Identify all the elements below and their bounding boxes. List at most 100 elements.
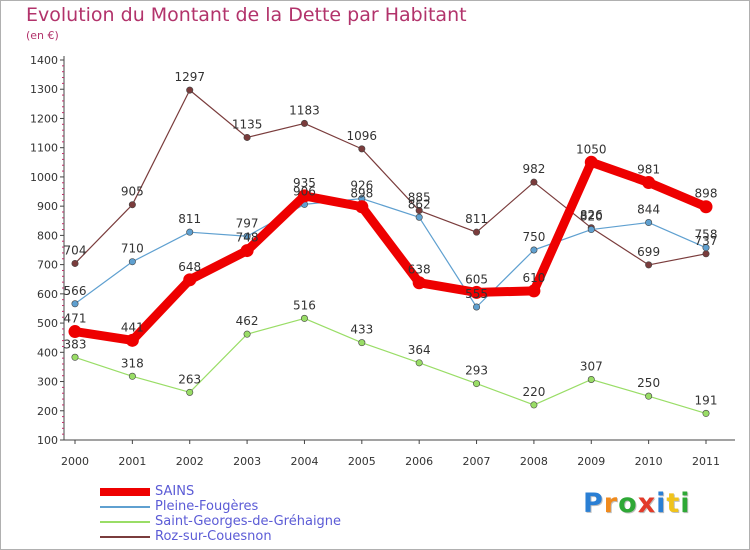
data-label-0: 605 (465, 272, 488, 286)
data-label-1: 555 (465, 287, 488, 301)
series-point-2 (587, 375, 595, 383)
chart-axes (63, 56, 735, 441)
series-point-3 (415, 207, 423, 215)
data-label-3: 811 (465, 212, 488, 226)
data-label-0: 748 (236, 231, 259, 245)
series-point-0 (297, 189, 311, 203)
data-label-0: 981 (637, 162, 660, 176)
data-label-2: 293 (465, 364, 488, 378)
y-tick-label: 200 (37, 405, 58, 418)
data-label-2: 433 (350, 323, 373, 337)
data-label-1: 710 (121, 242, 144, 256)
y-tick-label: 100 (37, 434, 58, 447)
x-tick-label: 2006 (405, 455, 433, 468)
series-point-3 (702, 250, 710, 258)
x-tick-label: 2007 (463, 455, 491, 468)
series-point-0 (642, 175, 656, 189)
logo-letter: o (618, 488, 638, 519)
series-point-0 (412, 276, 426, 290)
logo-letter: x (637, 488, 657, 519)
logo-letter: i (680, 488, 691, 519)
data-label-3: 905 (121, 185, 144, 199)
data-label-1: 906 (293, 184, 316, 198)
data-label-0: 898 (695, 187, 718, 201)
series-point-3 (243, 133, 251, 141)
x-tick-label: 2001 (118, 455, 146, 468)
data-label-2: 462 (236, 314, 259, 328)
series-point-3 (358, 145, 366, 153)
data-label-0: 935 (293, 176, 316, 190)
series-point-0 (183, 273, 197, 287)
x-tick-label: 2004 (290, 455, 318, 468)
legend-label: Saint-Georges-de-Gréhaigne (155, 514, 342, 529)
series-point-3 (71, 259, 79, 267)
data-label-3: 737 (695, 234, 718, 248)
data-label-3: 1096 (347, 129, 378, 143)
x-tick-label: 2003 (233, 455, 261, 468)
data-label-0: 1050 (576, 142, 607, 156)
series-point-3 (300, 119, 308, 127)
x-tick-label: 2009 (577, 455, 605, 468)
series-point-0 (699, 200, 713, 214)
y-tick-label: 800 (37, 229, 58, 242)
data-label-1: 844 (637, 203, 660, 217)
series-point-0 (125, 333, 139, 347)
series-point-2 (415, 359, 423, 367)
data-label-2: 364 (408, 343, 431, 357)
y-tick-label: 400 (37, 346, 58, 359)
data-label-2: 383 (64, 337, 87, 351)
data-label-2: 516 (293, 298, 316, 312)
y-tick-label: 900 (37, 200, 58, 213)
series-point-1 (702, 244, 710, 252)
series-point-2 (358, 339, 366, 347)
data-label-1: 926 (350, 179, 373, 193)
series-line-1 (74, 197, 707, 308)
x-tick-label: 2005 (348, 455, 376, 468)
series-point-1 (530, 246, 538, 254)
series-point-3 (530, 178, 538, 186)
data-label-1: 862 (408, 197, 431, 211)
data-label-1: 811 (178, 212, 201, 226)
series-point-2 (300, 314, 308, 322)
series-line-3 (74, 89, 707, 266)
series-point-1 (473, 303, 481, 311)
y-tick-label: 1000 (30, 171, 58, 184)
x-tick-label: 2002 (176, 455, 204, 468)
series-line-2 (74, 317, 707, 414)
data-label-1: 758 (695, 228, 718, 242)
logo-letter: P (583, 488, 604, 519)
data-label-2: 263 (178, 372, 201, 386)
series-point-2 (702, 409, 710, 417)
series-point-0 (68, 325, 82, 339)
series-point-1 (128, 258, 136, 266)
legend-label: Roz-sur-Couesnon (155, 529, 272, 544)
chart-data-labels: 471 441 648 748 935 898 638 605 610 1050 981 898 566… (64, 70, 718, 407)
data-label-2: 318 (121, 356, 144, 370)
series-point-2 (243, 330, 251, 338)
data-label-1: 566 (64, 284, 87, 298)
series-point-0 (240, 244, 254, 258)
logo-letter: i (656, 488, 667, 519)
series-point-1 (587, 226, 595, 234)
legend-swatch (100, 506, 150, 508)
legend-label: Pleine-Fougères (155, 499, 259, 514)
chart-ticks: 100 200 300 400 500 600 700 800 900 1000 1100 1200 1… (30, 54, 720, 468)
chart-series (68, 86, 713, 417)
series-point-1 (71, 300, 79, 308)
data-label-3: 982 (522, 162, 545, 176)
x-tick-label: 2000 (61, 455, 89, 468)
series-line-0 (74, 157, 708, 345)
series-point-0 (470, 285, 484, 299)
series-point-2 (473, 380, 481, 388)
series-point-0 (355, 200, 369, 214)
data-label-0: 898 (350, 187, 373, 201)
data-label-2: 191 (695, 393, 718, 407)
series-point-3 (128, 201, 136, 209)
logo-letter: t (666, 488, 681, 519)
data-label-1: 820 (580, 210, 603, 224)
series-point-2 (128, 372, 136, 380)
y-tick-label: 500 (37, 317, 58, 330)
series-point-3 (186, 86, 194, 94)
data-label-0: 441 (121, 320, 144, 334)
